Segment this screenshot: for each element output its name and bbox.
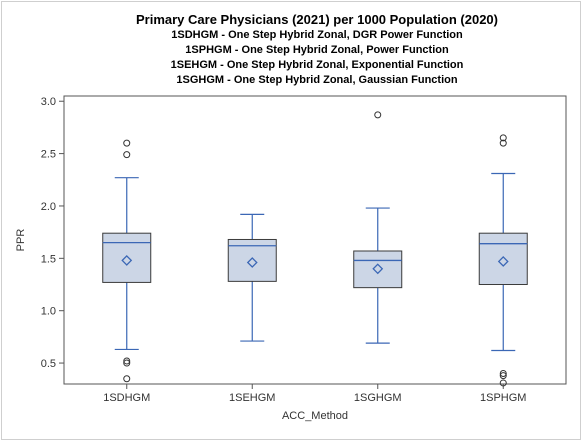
plot-area-border bbox=[63, 95, 567, 385]
chart-title: Primary Care Physicians (2021) per 1000 … bbox=[135, 12, 498, 27]
outlier-1sghgm-0 bbox=[374, 111, 382, 119]
mean-marker-1sphgm bbox=[497, 256, 509, 267]
chart-subtitle-2: 1SPHGM - One Step Hybrid Zonal, Power Fu… bbox=[185, 44, 449, 56]
x-tick-label-3: 1SPHGM bbox=[480, 392, 526, 404]
mean-marker-1sghgm bbox=[372, 263, 384, 275]
box-1sdhgm bbox=[102, 232, 152, 283]
y-tick-label-0: 0.5 bbox=[41, 358, 56, 370]
y-tick-label-1: 1.0 bbox=[41, 306, 56, 318]
y-tick-label-2: 1.5 bbox=[41, 253, 56, 265]
x-axis-label: ACC_Method bbox=[282, 410, 348, 422]
outlier-1sphgm-1 bbox=[499, 139, 507, 147]
chart-subtitle-1: 1SDHGM - One Step Hybrid Zonal, DGR Powe… bbox=[171, 29, 463, 41]
box-1sghgm bbox=[353, 250, 403, 289]
outlier-1sphgm-4 bbox=[499, 379, 507, 387]
x-tick-label-0: 1SDHGM bbox=[103, 392, 150, 404]
outlier-1sdhgm-0 bbox=[123, 139, 131, 147]
outlier-1sdhgm-2 bbox=[123, 357, 131, 365]
x-tick-label-2: 1SGHGM bbox=[354, 392, 402, 404]
outlier-1sdhgm-3 bbox=[123, 359, 131, 367]
x-tick-label-1: 1SEHGM bbox=[229, 392, 275, 404]
chart-subtitle-3: 1SEHGM - One Step Hybrid Zonal, Exponent… bbox=[170, 59, 464, 71]
box-1sehgm bbox=[227, 238, 277, 282]
chart-titles: Primary Care Physicians (2021) per 1000 … bbox=[0, 12, 584, 88]
mean-marker-1sehgm bbox=[246, 257, 258, 268]
mean-marker-1sdhgm bbox=[121, 255, 133, 266]
y-axis-label: PPR bbox=[15, 229, 27, 252]
outlier-1sdhgm-4 bbox=[123, 375, 131, 383]
outlier-1sphgm-3 bbox=[499, 372, 507, 380]
y-tick-label-4: 2.5 bbox=[41, 149, 56, 161]
outlier-1sphgm-0 bbox=[499, 134, 507, 142]
outlier-1sdhgm-1 bbox=[123, 151, 131, 159]
y-tick-label-3: 2.0 bbox=[41, 201, 56, 213]
box-1sphgm bbox=[478, 232, 528, 286]
y-tick-label-5: 3.0 bbox=[41, 96, 56, 108]
chart-subtitle-4: 1SGHGM - One Step Hybrid Zonal, Gaussian… bbox=[176, 74, 458, 86]
outlier-1sphgm-2 bbox=[499, 370, 507, 378]
